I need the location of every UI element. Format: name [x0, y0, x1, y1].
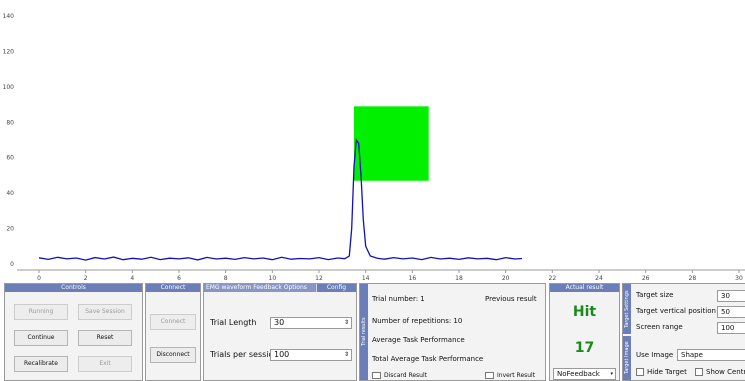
x-tick-label: 24	[595, 275, 603, 282]
show-centre-label: Show Centre	[706, 368, 745, 376]
score-value: 17	[574, 340, 595, 356]
connect-button[interactable]: Connect	[150, 314, 196, 330]
y-tick-label: 120	[3, 48, 15, 55]
exit-button[interactable]: Exit	[78, 356, 132, 372]
x-tick-label: 30	[735, 275, 743, 282]
x-tick-label: 20	[502, 275, 510, 282]
trial-number-label: Trial number: 1	[372, 295, 425, 303]
discard-result-label: Discard Result	[384, 372, 428, 379]
feedback-select[interactable]: NoFeedback ▾	[553, 368, 616, 380]
average-task-performance-label: Average Task Performance	[372, 336, 465, 344]
trial-results-side-tab[interactable]: Trial results	[360, 284, 368, 380]
use-image-label: Use Image	[636, 351, 674, 359]
x-tick-label: 12	[315, 275, 323, 282]
use-image-select[interactable]: Shape	[677, 349, 745, 361]
previous-result-label: Previous result	[485, 295, 537, 303]
x-tick-label: 10	[269, 275, 277, 282]
save-session-button[interactable]: Save Session	[78, 304, 132, 320]
screen-range-spinner[interactable]: 100	[717, 322, 745, 334]
trials-per-session-label: Trials per session	[210, 350, 279, 359]
screen-range-value: 100	[721, 324, 735, 332]
x-tick-label: 6	[177, 275, 181, 282]
x-tick-label: 0	[37, 275, 41, 282]
actual-result-panel: Actual result Hit 17 NoFeedback ▾	[549, 283, 620, 381]
show-centre-checkbox[interactable]	[695, 368, 703, 376]
emg-options-tab[interactable]: EMG waveform Feedback Options	[204, 284, 316, 292]
y-tick-label: 40	[6, 190, 14, 197]
spinner-arrows-icon[interactable]: ⇕	[343, 319, 349, 326]
target-settings-side-tab[interactable]: Target Settings	[623, 284, 631, 334]
y-tick-label: 20	[6, 226, 14, 233]
y-tick-label: 60	[6, 155, 14, 162]
target-size-label: Target size	[636, 291, 674, 299]
spinner-arrows-icon[interactable]: ⇕	[343, 351, 349, 358]
chevron-down-icon: ▾	[610, 371, 613, 377]
x-tick-label: 14	[362, 275, 370, 282]
target-size-spinner[interactable]: 30	[717, 290, 745, 302]
config-tab[interactable]: Config	[316, 284, 356, 292]
trial-length-value: 30	[274, 318, 285, 327]
disconnect-button[interactable]: Disconnect	[150, 347, 196, 363]
controls-panel: Controls Running Save Session Continue R…	[4, 283, 143, 381]
recalibrate-button[interactable]: Recalibrate	[14, 356, 68, 372]
x-axis-ticks: 0 2 4 6 8 10 12 14 16 18 20 22 24 26 28 30	[37, 270, 743, 282]
y-tick-label: 100	[3, 84, 15, 91]
trials-per-session-spinner[interactable]: 100 ⇕	[270, 349, 352, 361]
hide-target-label: Hide Target	[647, 368, 687, 376]
target-panel: Target Settings Target Image Target size…	[622, 283, 745, 381]
target-vertical-position-spinner[interactable]: 50	[717, 306, 745, 318]
connect-panel: Connect Connect Disconnect	[145, 283, 201, 381]
invert-result-label: Invert Result	[497, 372, 536, 379]
trial-length-label: Trial Length	[210, 318, 257, 327]
controls-title: Controls	[5, 284, 142, 292]
y-tick-label: 140	[3, 13, 15, 20]
x-tick-label: 22	[549, 275, 557, 282]
discard-result-checkbox[interactable]	[372, 372, 381, 379]
screen-range-label: Screen range	[636, 323, 683, 331]
target-vertical-position-value: 50	[721, 308, 730, 316]
x-tick-label: 18	[455, 275, 463, 282]
invert-result-checkbox[interactable]	[485, 372, 494, 379]
target-square	[354, 106, 429, 181]
target-vertical-position-label: Target vertical position	[636, 307, 716, 315]
x-tick-label: 4	[130, 275, 134, 282]
x-tick-label: 8	[224, 275, 228, 282]
result-text: Hit	[572, 304, 597, 320]
x-tick-label: 26	[642, 275, 650, 282]
continue-button[interactable]: Continue	[14, 330, 68, 346]
running-button[interactable]: Running	[14, 304, 68, 320]
emg-options-panel: EMG waveform Feedback Options Config Tri…	[203, 283, 357, 381]
repetitions-label: Number of repetitions: 10	[372, 317, 463, 325]
y-tick-label: 80	[6, 119, 14, 126]
trial-length-spinner[interactable]: 30 ⇕	[270, 317, 352, 329]
emg-tab-strip: EMG waveform Feedback Options Config	[204, 284, 356, 292]
actual-result-title: Actual result	[550, 284, 619, 292]
use-image-value: Shape	[681, 351, 703, 359]
connect-title: Connect	[146, 284, 200, 292]
target-image-side-tab[interactable]: Target Image	[623, 336, 631, 380]
hide-target-checkbox[interactable]	[636, 368, 644, 376]
emg-waveform-line	[38, 138, 523, 261]
x-tick-label: 16	[409, 275, 417, 282]
trial-info-panel: Trial results Trial number: 1 Previous r…	[359, 283, 546, 381]
target-size-value: 30	[721, 292, 730, 300]
y-tick-label: 0	[10, 261, 14, 268]
x-tick-label: 28	[689, 275, 697, 282]
y-axis-ticks: 0 20 40 60 80 100 120 140	[3, 13, 15, 268]
x-tick-label: 2	[84, 275, 88, 282]
feedback-value: NoFeedback	[557, 370, 600, 378]
reset-button[interactable]: Reset	[78, 330, 132, 346]
total-average-task-performance-label: Total Average Task Performance	[372, 355, 484, 363]
trials-per-session-value: 100	[274, 350, 290, 359]
